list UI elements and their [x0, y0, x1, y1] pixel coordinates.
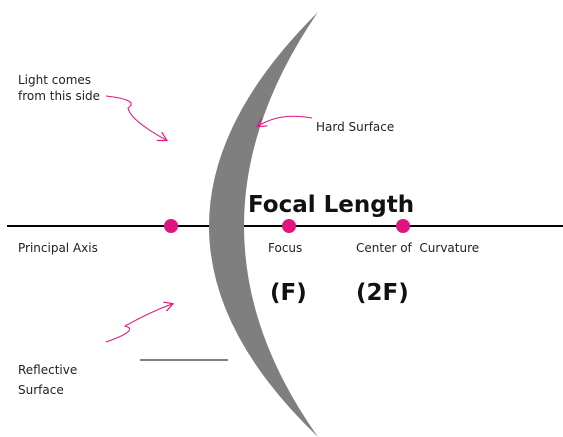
center-symbol: (2F) — [356, 280, 409, 306]
focus-dot — [282, 219, 296, 233]
reflective-label: Reflective — [18, 363, 77, 377]
focus-label: Focus — [268, 241, 302, 255]
mirror — [209, 12, 318, 437]
light-label: from this side — [18, 89, 100, 103]
focal-length-label: Focal Length — [248, 192, 414, 218]
light-arrow — [105, 95, 166, 140]
pole-dot — [164, 219, 178, 233]
center-label: Center of Curvature — [356, 241, 479, 255]
light-label: Light comes — [18, 73, 91, 87]
principal-axis-label: Principal Axis — [18, 241, 98, 255]
center-dot — [396, 219, 410, 233]
focus-symbol: (F) — [270, 280, 307, 306]
hard-arrow — [258, 115, 313, 126]
reflective-label: Surface — [18, 383, 64, 397]
hard-surface-label: Hard Surface — [316, 120, 394, 134]
reflective-arrow — [105, 304, 172, 343]
